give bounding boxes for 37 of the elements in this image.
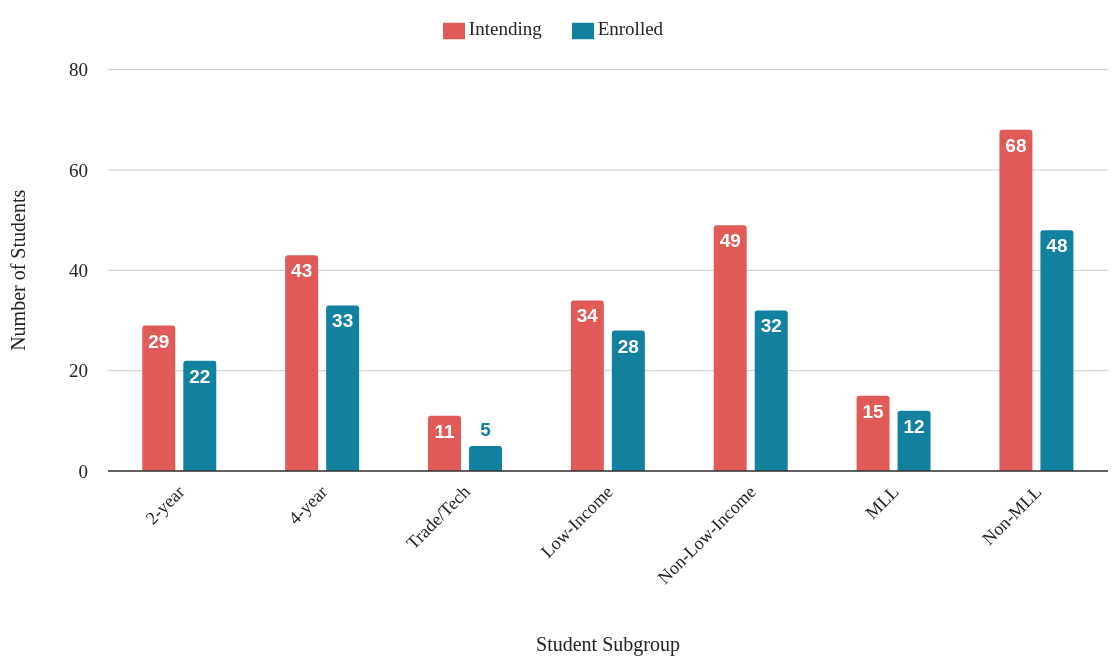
data-label: 32 [760, 315, 782, 337]
bar [326, 305, 360, 471]
data-label: 22 [189, 365, 211, 387]
bar [754, 310, 788, 471]
bar [183, 360, 217, 471]
legend-label: Enrolled [597, 18, 664, 39]
bar [570, 300, 604, 471]
data-label: 5 [480, 418, 492, 440]
data-label: 48 [1046, 235, 1068, 257]
data-label: 34 [576, 305, 599, 327]
y-tick-label: 60 [69, 159, 88, 181]
x-axis-title: Student Subgroup [536, 633, 680, 656]
data-label: 11 [434, 420, 455, 442]
bar [469, 445, 502, 471]
bar [999, 129, 1033, 471]
data-label: 33 [332, 310, 354, 332]
data-label: 12 [903, 415, 925, 437]
data-label: 43 [291, 260, 313, 282]
bar [285, 255, 319, 471]
data-label: 15 [862, 400, 885, 422]
legend-label: Intending [468, 18, 542, 39]
bar [142, 325, 176, 471]
y-tick-label: 0 [78, 460, 88, 482]
y-axis-title: Number of Students [7, 189, 30, 351]
y-tick-label: 80 [69, 59, 88, 81]
bar [1040, 230, 1074, 471]
bar [897, 410, 931, 471]
data-label: 49 [719, 230, 741, 252]
data-label: 68 [1005, 134, 1027, 156]
data-label: 29 [148, 330, 170, 352]
bar [713, 225, 747, 471]
y-tick-label: 40 [69, 260, 88, 282]
y-tick-label: 20 [69, 360, 88, 382]
bar [856, 395, 890, 471]
bar [611, 330, 645, 471]
data-label: 28 [617, 335, 639, 357]
bar [428, 415, 461, 471]
